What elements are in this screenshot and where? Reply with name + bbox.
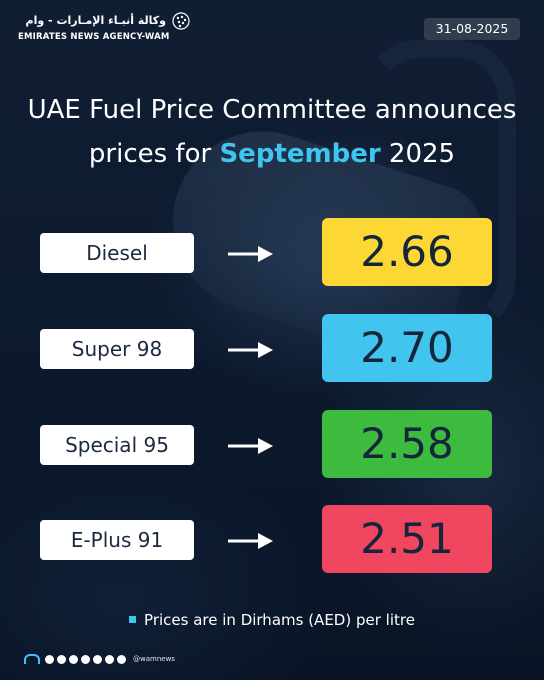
social-handle: @wamnews	[133, 655, 175, 663]
units-note: Prices are in Dirhams (AED) per litre	[0, 611, 544, 629]
arrow-right-icon	[228, 533, 273, 549]
facebook-icon[interactable]	[81, 654, 90, 664]
footer-social: @wamnews	[24, 652, 175, 666]
fuel-label: Super 98	[40, 329, 194, 369]
agency-name-arabic: وكالة أنبـاء الإمـارات - وام	[25, 14, 166, 27]
headline-year: 2025	[380, 139, 456, 169]
x-icon[interactable]	[45, 654, 54, 664]
date-badge: 31-08-2025	[424, 18, 520, 40]
price-row-diesel: Diesel 2.66	[0, 218, 544, 286]
tiktok-icon[interactable]	[117, 654, 126, 664]
headline-month: September	[219, 139, 381, 169]
wam-logo: وكالة أنبـاء الإمـارات - وام EMIRATES NE…	[18, 12, 190, 46]
price-value: 2.70	[322, 314, 492, 382]
fuel-label: Diesel	[40, 233, 194, 273]
bullet-square-icon	[129, 616, 137, 623]
price-row-e-plus-91: E-Plus 91 2.51	[0, 505, 544, 573]
price-value: 2.66	[322, 218, 492, 286]
headline-prefix: prices for	[88, 139, 220, 169]
wam-arc-icon	[24, 654, 40, 664]
whatsapp-icon[interactable]	[57, 654, 66, 664]
units-note-text: Prices are in Dirhams (AED) per litre	[144, 611, 415, 629]
youtube-icon[interactable]	[93, 654, 102, 664]
fuel-label: Special 95	[40, 425, 194, 465]
price-row-super-98: Super 98 2.70	[0, 314, 544, 382]
arrow-right-icon	[228, 438, 273, 454]
headline-line-1: UAE Fuel Price Committee announces	[27, 95, 517, 125]
arrow-right-icon	[228, 246, 273, 262]
price-value: 2.51	[322, 505, 492, 573]
instagram-icon[interactable]	[69, 654, 78, 664]
agency-name-english: EMIRATES NEWS AGENCY-WAM	[18, 32, 170, 42]
fuel-label: E-Plus 91	[40, 520, 194, 560]
headline: UAE Fuel Price Committee announces price…	[0, 88, 544, 176]
arrow-right-icon	[228, 342, 273, 358]
price-row-special-95: Special 95 2.58	[0, 410, 544, 478]
fuel-hose-shape	[360, 40, 516, 336]
headline-line-2: prices for September 2025	[0, 132, 544, 176]
snapchat-icon[interactable]	[105, 654, 114, 664]
price-value: 2.58	[322, 410, 492, 478]
wam-globe-icon	[172, 12, 190, 30]
